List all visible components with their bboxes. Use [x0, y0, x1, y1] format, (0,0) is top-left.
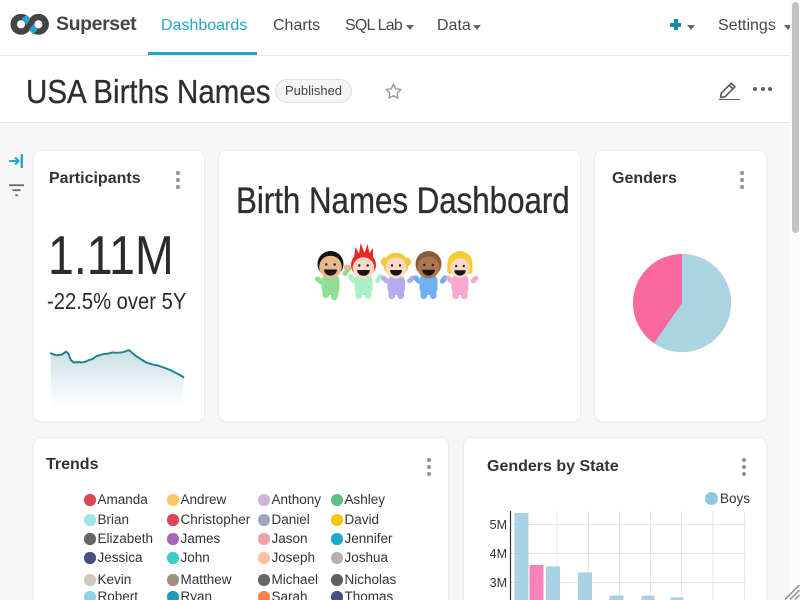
svg-text:3M: 3M — [490, 576, 507, 590]
svg-text:4M: 4M — [490, 547, 507, 561]
svg-text:5M: 5M — [490, 518, 507, 532]
